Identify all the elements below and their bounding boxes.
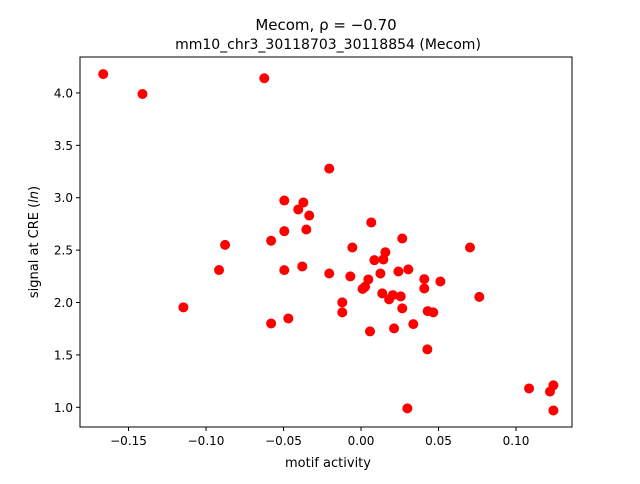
- data-point: [428, 307, 439, 318]
- y-tick-label: 1.5: [54, 348, 73, 362]
- data-point: [220, 239, 231, 250]
- data-point: [402, 403, 413, 414]
- y-tick-label: 2.5: [54, 244, 73, 258]
- y-tick-label: 3.5: [54, 139, 73, 153]
- data-point: [408, 319, 419, 330]
- data-point: [377, 288, 388, 299]
- data-point: [266, 235, 277, 246]
- data-point: [304, 210, 315, 221]
- data-point: [435, 276, 446, 287]
- data-point: [397, 303, 408, 314]
- y-axis-label-italic: ln: [27, 191, 42, 203]
- x-tick-label: −0.05: [265, 434, 302, 448]
- data-point: [474, 291, 485, 302]
- data-point: [293, 204, 304, 215]
- data-point: [375, 268, 386, 279]
- y-tick-label: 2.0: [54, 296, 73, 310]
- data-point: [347, 242, 358, 253]
- data-point: [524, 383, 535, 394]
- data-point: [298, 197, 309, 208]
- data-point: [357, 283, 368, 294]
- x-axis-label: motif activity: [285, 456, 371, 471]
- data-point: [137, 88, 148, 99]
- data-point: [214, 265, 225, 276]
- x-tick-label: 0.05: [425, 434, 452, 448]
- data-point: [345, 271, 356, 282]
- x-axis-ticks: −0.15 −0.10 −0.05 0.00 0.05 0.10: [110, 427, 529, 448]
- data-point: [279, 265, 290, 276]
- chart-title-line1: Mecom, ρ = −0.70: [255, 16, 396, 34]
- data-point: [324, 163, 335, 174]
- data-point: [297, 261, 308, 272]
- data-point: [259, 73, 270, 84]
- data-point: [301, 224, 312, 235]
- data-point: [365, 326, 376, 337]
- y-tick-label: 3.0: [54, 191, 73, 205]
- data-point: [283, 313, 294, 324]
- data-point: [178, 302, 189, 313]
- data-point: [548, 405, 559, 416]
- data-point: [266, 318, 277, 329]
- x-tick-label: 0.00: [348, 434, 375, 448]
- y-axis-label-suffix: ): [27, 186, 42, 191]
- x-tick-label: 0.10: [503, 434, 530, 448]
- data-point: [378, 254, 389, 265]
- x-tick-label: −0.10: [188, 434, 225, 448]
- data-point: [403, 264, 414, 275]
- data-point: [98, 69, 109, 80]
- data-point: [422, 344, 433, 355]
- data-point: [548, 380, 559, 391]
- data-points: [98, 69, 559, 416]
- data-point: [337, 307, 348, 318]
- chart-title-line2: mm10_chr3_30118703_30118854 (Mecom): [175, 37, 481, 53]
- x-tick-label: −0.15: [110, 434, 147, 448]
- data-point: [419, 283, 430, 294]
- data-point: [324, 268, 335, 279]
- data-point: [389, 323, 400, 334]
- y-axis-label: signal at CRE (ln): [27, 186, 42, 298]
- y-axis-ticks: 1.0 1.5 2.0 2.5 3.0 3.5 4.0: [54, 86, 80, 415]
- data-point: [279, 226, 290, 237]
- y-tick-label: 1.0: [54, 401, 73, 415]
- data-point: [384, 294, 395, 305]
- plot-frame: [79, 56, 573, 428]
- y-axis-label-prefix: signal at CRE (: [27, 203, 42, 298]
- data-point: [337, 297, 348, 308]
- data-point: [279, 195, 290, 206]
- data-point: [366, 217, 377, 228]
- data-point: [395, 291, 406, 302]
- data-point: [419, 274, 430, 285]
- data-point: [369, 255, 380, 266]
- y-tick-label: 4.0: [54, 86, 73, 100]
- data-point: [397, 233, 408, 244]
- data-point: [393, 266, 404, 277]
- data-point: [465, 242, 476, 253]
